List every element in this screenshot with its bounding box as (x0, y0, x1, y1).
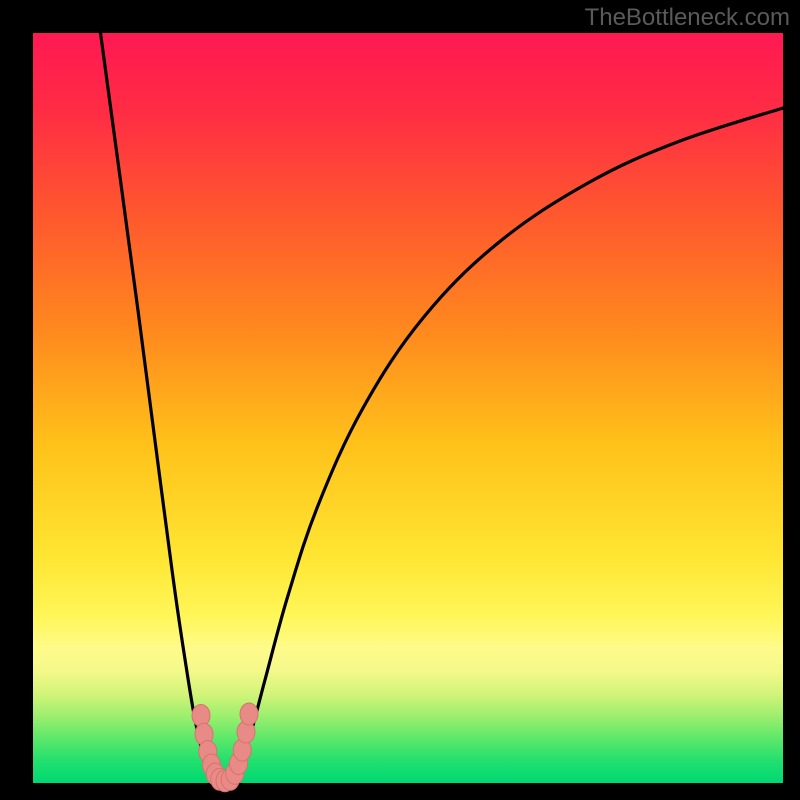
right-curve (232, 108, 783, 780)
chart-frame: TheBottleneck.com (0, 0, 800, 800)
marker-group (192, 703, 258, 792)
marker-dot (240, 703, 258, 725)
plot-area (33, 33, 783, 783)
marker-dot (192, 705, 210, 727)
watermark-text: TheBottleneck.com (585, 4, 790, 32)
curve-layer (33, 33, 783, 783)
left-curve (101, 33, 217, 780)
